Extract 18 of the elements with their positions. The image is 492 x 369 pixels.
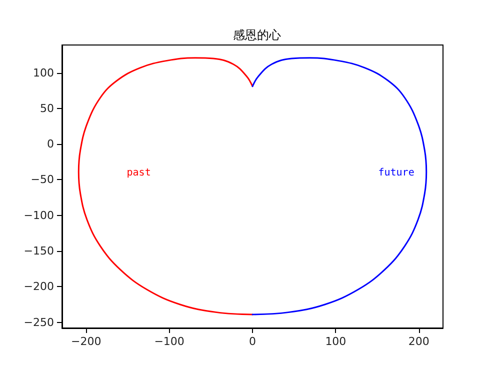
annotation: future (378, 168, 414, 179)
y-tick-label: −100 (24, 208, 54, 222)
y-tick-label: 50 (40, 102, 54, 115)
line-series (78, 57, 254, 316)
y-tick-label: −250 (24, 316, 54, 329)
annotation: past (126, 168, 151, 179)
x-tick-label: 0 (249, 335, 256, 348)
y-tick-label: −50 (30, 173, 54, 186)
y-tick-label: 0 (47, 138, 54, 151)
x-tick-label: −100 (154, 335, 184, 348)
y-tick-label: 100 (33, 66, 54, 80)
line-series (252, 57, 428, 316)
y-tick-label: −200 (24, 280, 54, 294)
x-tick-label: −200 (71, 335, 102, 348)
x-tick-label: 200 (408, 335, 430, 348)
y-tick-label: −150 (24, 244, 54, 258)
x-tick-label: 100 (325, 335, 346, 348)
chart-title: 感恩的心 (233, 28, 281, 42)
